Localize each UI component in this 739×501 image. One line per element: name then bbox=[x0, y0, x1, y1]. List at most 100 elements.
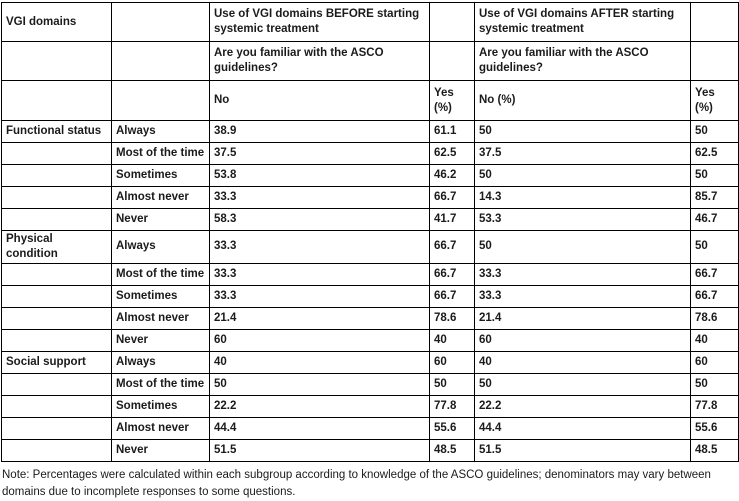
value-before-no-cell: 33.3 bbox=[209, 284, 430, 308]
domain-cell bbox=[1, 208, 112, 231]
frequency-cell: Never bbox=[111, 328, 210, 352]
table-row: Sometimes 53.8 46.2 50 50 bbox=[1, 164, 739, 187]
table-row: Almost never 21.4 78.6 21.4 78.6 bbox=[1, 306, 739, 330]
value-before-yes-cell: 62.5 bbox=[429, 142, 475, 165]
value-after-yes-cell: 46.7 bbox=[690, 208, 739, 231]
value-after-yes-cell: 55.6 bbox=[690, 416, 739, 440]
value-before-no-cell: 33.3 bbox=[209, 230, 430, 264]
value-before-no-cell: 53.8 bbox=[209, 164, 430, 187]
value-before-yes-cell: 48.5 bbox=[429, 438, 475, 462]
frequency-cell: Most of the time bbox=[111, 262, 210, 286]
value-before-yes-cell: 50 bbox=[429, 372, 475, 396]
vgi-domains-table: VGI domains Use of VGI domains BEFORE st… bbox=[1, 2, 739, 462]
header-row-titles: VGI domains Use of VGI domains BEFORE st… bbox=[1, 2, 739, 42]
header-row-yes-no: No Yes (%) No (%) Yes (%) bbox=[1, 80, 739, 121]
value-before-yes-cell: 40 bbox=[429, 328, 475, 352]
value-after-yes-cell: 77.8 bbox=[690, 394, 739, 418]
vgi-domains-header-cell: VGI domains bbox=[1, 2, 112, 42]
value-after-no-cell: 50 bbox=[474, 164, 691, 187]
frequency-cell: Sometimes bbox=[111, 164, 210, 187]
table-row: Never 51.5 48.5 51.5 48.5 bbox=[1, 438, 739, 462]
value-after-no-cell: 21.4 bbox=[474, 306, 691, 330]
table-row: Physical condition Always 33.3 66.7 50 50 bbox=[1, 230, 739, 264]
value-after-no-cell: 53.3 bbox=[474, 208, 691, 231]
value-before-yes-cell: 66.7 bbox=[429, 186, 475, 209]
empty-header-cell bbox=[111, 80, 210, 121]
domain-cell: Functional status bbox=[1, 120, 112, 143]
header-row-asco-question: Are you familiar with the ASCO guideline… bbox=[1, 41, 739, 81]
frequency-cell: Sometimes bbox=[111, 284, 210, 308]
value-before-yes-cell: 41.7 bbox=[429, 208, 475, 231]
value-after-yes-cell: 66.7 bbox=[690, 284, 739, 308]
value-after-yes-cell: 48.5 bbox=[690, 438, 739, 462]
domain-cell bbox=[1, 284, 112, 308]
after-no-label-cell: No (%) bbox=[474, 80, 691, 121]
value-before-no-cell: 33.3 bbox=[209, 186, 430, 209]
value-after-no-cell: 50 bbox=[474, 230, 691, 264]
frequency-cell: Always bbox=[111, 350, 210, 374]
domain-cell bbox=[1, 416, 112, 440]
value-before-yes-cell: 46.2 bbox=[429, 164, 475, 187]
value-before-no-cell: 38.9 bbox=[209, 120, 430, 143]
value-after-no-cell: 60 bbox=[474, 328, 691, 352]
empty-header-cell bbox=[429, 2, 475, 42]
domain-cell bbox=[1, 328, 112, 352]
value-before-yes-cell: 66.7 bbox=[429, 284, 475, 308]
value-after-yes-cell: 62.5 bbox=[690, 142, 739, 165]
value-before-no-cell: 60 bbox=[209, 328, 430, 352]
table-note: Note: Percentages were calculated within… bbox=[2, 468, 711, 499]
frequency-cell: Never bbox=[111, 208, 210, 231]
value-after-yes-cell: 85.7 bbox=[690, 186, 739, 209]
table-row: Sometimes 33.3 66.7 33.3 66.7 bbox=[1, 284, 739, 308]
empty-header-cell bbox=[111, 2, 210, 42]
value-before-yes-cell: 66.7 bbox=[429, 230, 475, 264]
asco-question-before-cell: Are you familiar with the ASCO guideline… bbox=[209, 41, 430, 81]
table-row: Sometimes 22.2 77.8 22.2 77.8 bbox=[1, 394, 739, 418]
table-row: Social support Always 40 60 40 60 bbox=[1, 350, 739, 374]
value-before-no-cell: 40 bbox=[209, 350, 430, 374]
value-after-no-cell: 22.2 bbox=[474, 394, 691, 418]
empty-header-cell bbox=[1, 41, 112, 81]
value-after-no-cell: 44.4 bbox=[474, 416, 691, 440]
domain-cell bbox=[1, 262, 112, 286]
empty-header-cell bbox=[429, 41, 475, 81]
value-before-yes-cell: 60 bbox=[429, 350, 475, 374]
frequency-cell: Most of the time bbox=[111, 142, 210, 165]
value-after-yes-cell: 50 bbox=[690, 230, 739, 264]
before-title-cell: Use of VGI domains BEFORE starting syste… bbox=[209, 2, 430, 42]
table-row: Almost never 33.3 66.7 14.3 85.7 bbox=[1, 186, 739, 209]
table-row: Never 60 40 60 40 bbox=[1, 328, 739, 352]
table-row: Almost never 44.4 55.6 44.4 55.6 bbox=[1, 416, 739, 440]
value-before-no-cell: 50 bbox=[209, 372, 430, 396]
value-before-no-cell: 58.3 bbox=[209, 208, 430, 231]
value-after-yes-cell: 50 bbox=[690, 164, 739, 187]
value-after-no-cell: 14.3 bbox=[474, 186, 691, 209]
value-after-yes-cell: 50 bbox=[690, 372, 739, 396]
table-row: Most of the time 33.3 66.7 33.3 66.7 bbox=[1, 262, 739, 286]
frequency-cell: Most of the time bbox=[111, 372, 210, 396]
value-after-no-cell: 33.3 bbox=[474, 284, 691, 308]
frequency-cell: Almost never bbox=[111, 186, 210, 209]
value-before-no-cell: 44.4 bbox=[209, 416, 430, 440]
asco-question-after-cell: Are you familiar with the ASCO guideline… bbox=[474, 41, 691, 81]
domain-cell: Physical condition bbox=[1, 230, 112, 264]
table-row: Never 58.3 41.7 53.3 46.7 bbox=[1, 208, 739, 231]
empty-header-cell bbox=[690, 2, 739, 42]
value-after-no-cell: 33.3 bbox=[474, 262, 691, 286]
table-row: Most of the time 37.5 62.5 37.5 62.5 bbox=[1, 142, 739, 165]
value-before-yes-cell: 77.8 bbox=[429, 394, 475, 418]
empty-header-cell bbox=[690, 41, 739, 81]
domain-cell bbox=[1, 438, 112, 462]
value-before-yes-cell: 78.6 bbox=[429, 306, 475, 330]
domain-cell bbox=[1, 164, 112, 187]
frequency-cell: Almost never bbox=[111, 416, 210, 440]
value-after-yes-cell: 50 bbox=[690, 120, 739, 143]
value-before-no-cell: 21.4 bbox=[209, 306, 430, 330]
domain-cell bbox=[1, 394, 112, 418]
value-after-yes-cell: 40 bbox=[690, 328, 739, 352]
value-after-no-cell: 40 bbox=[474, 350, 691, 374]
value-after-no-cell: 51.5 bbox=[474, 438, 691, 462]
value-after-no-cell: 37.5 bbox=[474, 142, 691, 165]
before-yes-label-cell: Yes (%) bbox=[429, 80, 475, 121]
